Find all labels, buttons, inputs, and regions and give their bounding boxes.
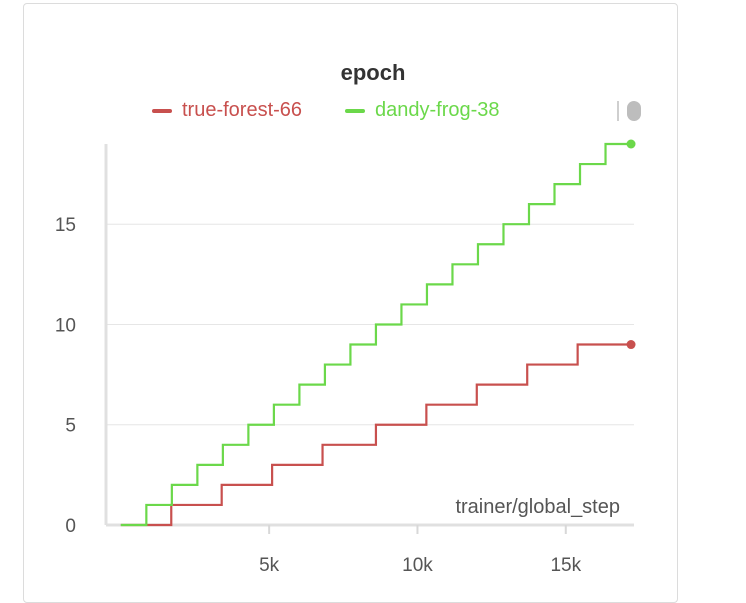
legend: true-forest-66 dandy-frog-38: [0, 99, 746, 125]
series-line-true-forest-66: [120, 343, 632, 527]
series-endpoint-true-forest-66: [626, 340, 636, 350]
legend-item-dandy-frog-38[interactable]: dandy-frog-38: [345, 99, 500, 122]
y-tick-label: 10: [55, 315, 76, 336]
series-endpoint-dandy-frog-38: [626, 139, 636, 149]
x-tick-label: 5k: [259, 555, 280, 576]
toggle-pill-icon: [627, 101, 641, 121]
chart-menu-toggle-icon[interactable]: [617, 99, 645, 123]
legend-swatch-true-forest-66: [152, 108, 172, 113]
legend-swatch-dandy-frog-38: [345, 108, 365, 113]
chart-panel: [23, 3, 678, 603]
x-axis-title: trainer/global_step: [455, 496, 620, 518]
y-tick-label: 5: [65, 416, 76, 437]
y-tick-label: 0: [65, 516, 76, 537]
legend-label-true-forest-66: true-forest-66: [182, 99, 303, 121]
legend-item-true-forest-66[interactable]: true-forest-66: [152, 99, 302, 122]
x-tick-label: 10k: [402, 555, 433, 576]
series-line-dandy-frog-38: [120, 142, 632, 527]
y-tick-label: 15: [55, 215, 76, 236]
x-tick-label: 15k: [550, 555, 581, 576]
chart-title: epoch: [340, 60, 406, 85]
chart-plot-area: 0 5 10 15 5k 10k 15k trainer/global_step: [55, 139, 636, 576]
legend-label-dandy-frog-38: dandy-frog-38: [375, 99, 500, 121]
divider: [617, 101, 619, 121]
